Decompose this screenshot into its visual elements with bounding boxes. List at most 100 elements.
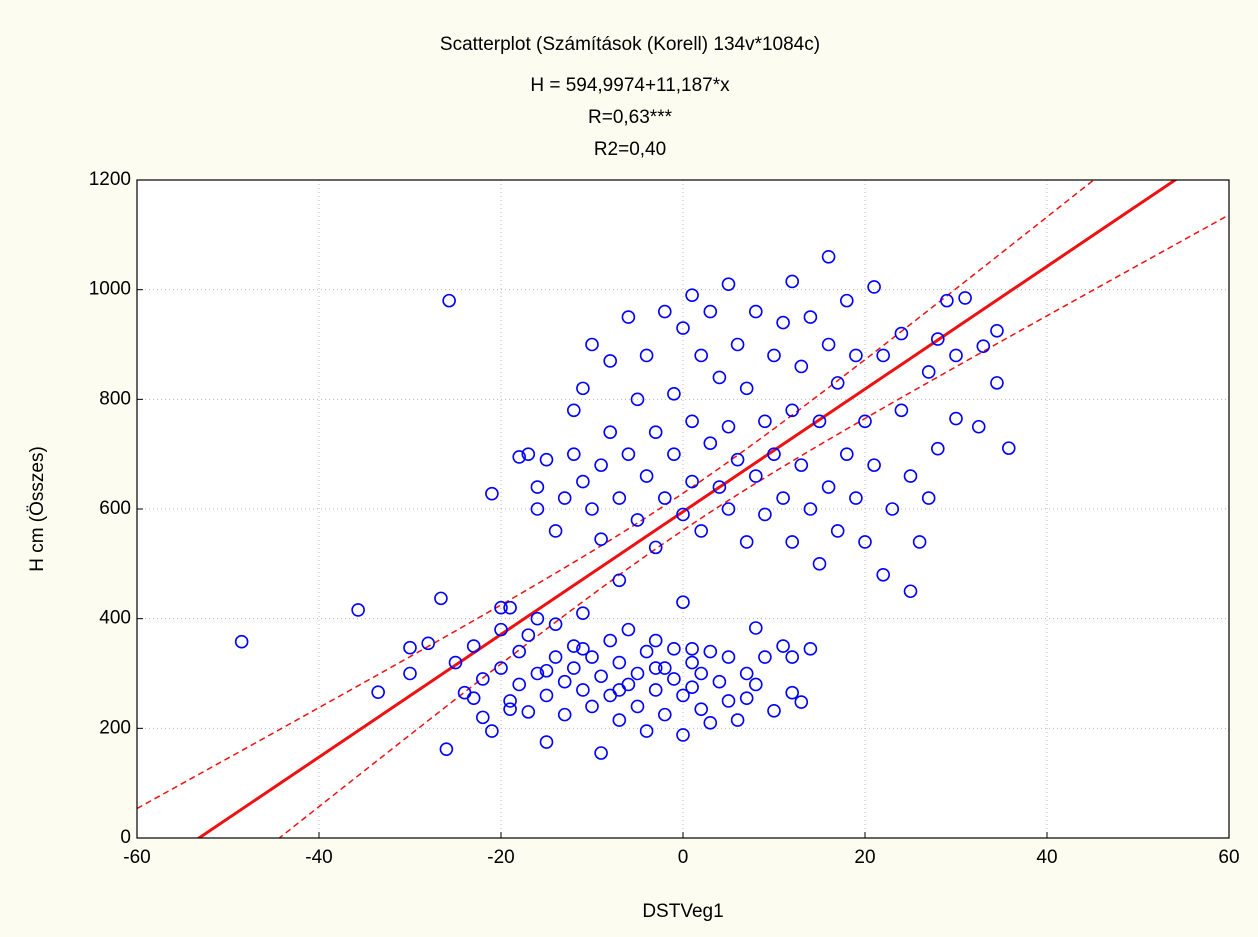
data-point	[971, 419, 986, 434]
data-point	[576, 683, 590, 697]
data-point	[821, 337, 836, 352]
data-point	[557, 674, 572, 689]
data-point	[630, 392, 645, 407]
data-point	[566, 447, 581, 461]
data-point	[748, 469, 763, 483]
data-point	[521, 705, 536, 719]
data-point	[234, 634, 249, 649]
data-point	[748, 677, 763, 692]
data-point	[849, 348, 863, 363]
data-point	[703, 436, 718, 451]
x-tick-label: -40	[305, 847, 332, 868]
data-point	[830, 376, 845, 390]
data-point	[758, 650, 772, 664]
x-axis-label: DSTVeg1	[642, 901, 723, 922]
data-point	[785, 685, 800, 700]
data-point	[1001, 441, 1016, 455]
data-point	[676, 595, 690, 610]
data-point	[512, 450, 527, 464]
data-point	[785, 535, 800, 549]
data-point	[648, 540, 663, 555]
data-point	[475, 710, 490, 725]
data-point	[776, 491, 790, 505]
data-point	[721, 502, 736, 516]
data-point	[566, 639, 581, 653]
data-point	[485, 486, 499, 501]
data-point	[739, 691, 754, 705]
data-point	[748, 621, 763, 635]
data-point	[612, 573, 627, 588]
y-tick-label: 400	[99, 608, 131, 629]
x-tick-label: -60	[123, 847, 150, 868]
data-point	[694, 666, 709, 681]
data-point	[403, 640, 417, 655]
data-point	[812, 557, 827, 571]
data-point	[639, 469, 654, 483]
y-tick-label: 200	[99, 717, 131, 738]
data-point	[876, 348, 891, 363]
data-point	[730, 452, 745, 467]
data-point	[667, 447, 681, 461]
data-point	[940, 293, 954, 308]
data-point	[466, 691, 481, 705]
data-point	[694, 348, 709, 363]
data-point	[685, 655, 699, 670]
data-point	[657, 707, 672, 722]
data-point	[903, 469, 918, 483]
data-point	[539, 735, 554, 749]
data-point	[594, 746, 608, 760]
data-point	[503, 702, 517, 716]
data-point	[667, 387, 681, 401]
data-point	[648, 683, 663, 697]
data-point	[512, 644, 527, 659]
data-point	[576, 381, 590, 396]
data-point	[785, 274, 800, 289]
data-point	[539, 452, 554, 467]
x-tick-label: -20	[487, 847, 514, 868]
data-point	[721, 277, 736, 291]
data-point	[839, 447, 854, 461]
data-point	[990, 376, 1004, 390]
data-point	[876, 567, 891, 582]
data-point	[512, 677, 527, 692]
data-point	[990, 323, 1004, 338]
data-point	[730, 337, 745, 352]
data-point	[767, 703, 781, 718]
data-point	[530, 480, 545, 494]
data-point	[351, 603, 365, 617]
data-point	[894, 403, 909, 418]
data-point	[442, 293, 456, 308]
data-point	[894, 326, 909, 341]
data-point	[657, 661, 672, 675]
data-point	[676, 688, 690, 703]
data-point	[794, 695, 809, 709]
data-point	[821, 249, 836, 264]
data-point	[839, 293, 854, 308]
data-point	[958, 291, 972, 305]
data-point	[503, 694, 517, 708]
data-point	[976, 339, 991, 353]
data-point	[594, 458, 608, 472]
data-point	[903, 584, 918, 599]
data-point	[494, 661, 508, 675]
data-point	[739, 666, 754, 681]
data-point	[648, 633, 663, 648]
data-point	[685, 414, 699, 429]
data-point	[630, 513, 645, 527]
y-tick-label: 0	[120, 827, 131, 848]
data-point	[566, 403, 581, 418]
data-point	[630, 699, 645, 714]
data-point	[521, 447, 536, 461]
data-point	[694, 524, 709, 538]
data-point	[748, 304, 763, 319]
data-point	[794, 458, 809, 472]
data-point	[794, 359, 809, 374]
x-tick-label: 40	[1036, 847, 1057, 868]
data-point	[785, 403, 800, 418]
y-axis-label: H cm (Összes)	[27, 446, 48, 572]
data-point	[466, 639, 481, 653]
data-point	[930, 441, 945, 456]
data-point	[434, 591, 448, 606]
data-point	[503, 600, 517, 615]
